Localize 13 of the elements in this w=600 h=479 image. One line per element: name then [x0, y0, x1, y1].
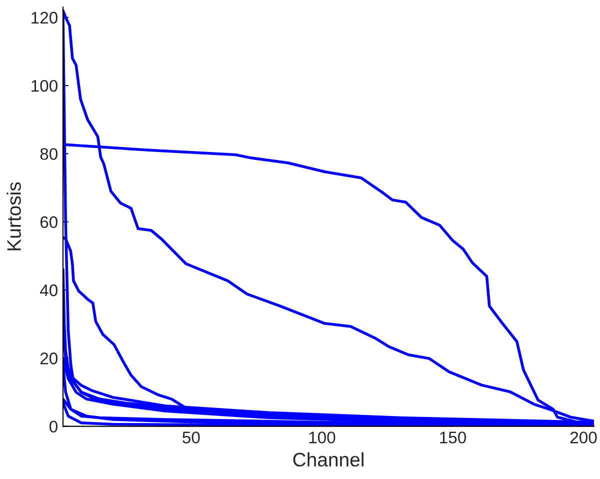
y-tick-label: 20: [40, 352, 58, 364]
y-tick-label: 0: [50, 420, 58, 433]
x-axis-title: Channel: [293, 452, 364, 467]
y-axis-title: Kurtosis: [6, 182, 21, 250]
x-tick-label: 100: [309, 432, 336, 444]
x-tick-label: 150: [440, 432, 466, 444]
x-tick-label: 50: [182, 432, 200, 444]
x-tick-label: 200: [570, 432, 597, 444]
y-tick-label: 100: [32, 80, 58, 92]
y-tick-label: 120: [32, 12, 58, 24]
y-tick-label: 40: [40, 284, 58, 296]
y-tick-label: 60: [40, 216, 58, 228]
y-tick-label: 80: [40, 148, 58, 160]
